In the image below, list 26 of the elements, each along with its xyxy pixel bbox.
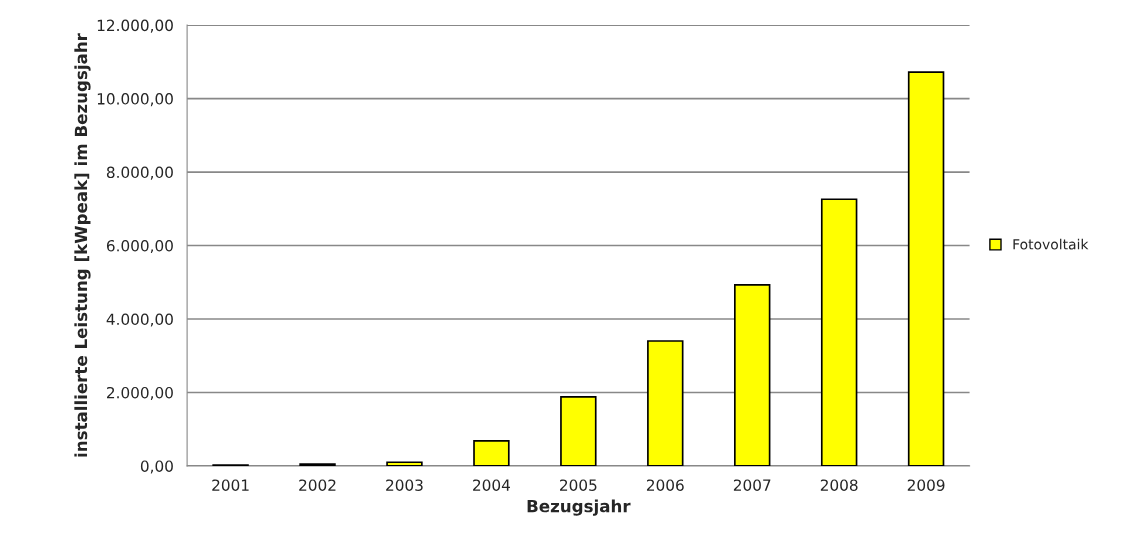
- x-axis-title: Bezugsjahr: [527, 499, 631, 516]
- x-tick-label: 2005: [560, 479, 597, 491]
- y-axis-title: installierte Leistung [kWpeak] im Bezugsjahr: [74, 33, 91, 457]
- x-tick-label: 2003: [386, 479, 423, 491]
- y-tick-label: 4.000,00: [106, 313, 173, 327]
- y-tick-label: 0,00: [140, 460, 173, 474]
- x-tick-label: 2002: [299, 479, 336, 491]
- bar: [907, 71, 945, 466]
- y-tick-label: 6.000,00: [106, 239, 173, 254]
- y-tick-label: 12.000,00: [97, 19, 173, 33]
- x-tick-label: 2006: [646, 479, 684, 491]
- y-tick-label: 8.000,00: [106, 166, 173, 180]
- legend-label: Fotovoltaik: [1013, 238, 1089, 250]
- bar: [647, 340, 684, 466]
- x-tick-label: 2009: [907, 479, 945, 491]
- x-tick-label: 2001: [212, 479, 249, 491]
- x-tick-label: 2008: [820, 479, 858, 491]
- y-tick-label: 2.000,00: [107, 386, 173, 401]
- x-tick-label: 2007: [733, 479, 771, 491]
- bar: [820, 198, 858, 466]
- bar: [473, 440, 510, 466]
- x-tick-label: 2004: [473, 479, 510, 491]
- bar: [386, 461, 423, 466]
- bar: [560, 396, 597, 466]
- bar: [733, 283, 771, 466]
- y-tick-label: 10.000,00: [97, 93, 173, 107]
